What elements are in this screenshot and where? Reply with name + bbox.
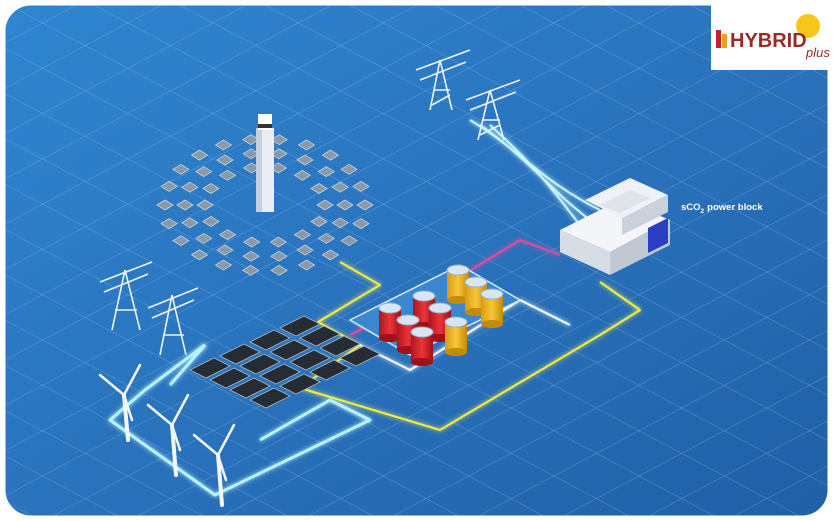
logo-icon (716, 30, 721, 48)
tank-top (397, 315, 419, 325)
label-subscript: 2 (701, 208, 705, 215)
tank-top (447, 265, 469, 275)
tank-top (481, 289, 503, 299)
tank-base (481, 320, 503, 328)
logo: HYBRID plus (711, 4, 833, 70)
tank-base (411, 358, 433, 366)
logo-name: HYBRID (730, 30, 807, 52)
label-suffix: power block (707, 202, 763, 213)
tank-top (379, 303, 401, 313)
tank-base (445, 348, 467, 356)
scene: HYBRID plus sCO2power block (0, 0, 833, 521)
solar-tower (256, 114, 274, 212)
tank-top (413, 291, 435, 301)
tank-top (465, 277, 487, 287)
tank-top (429, 303, 451, 313)
grid (0, 0, 833, 521)
label-prefix: sCO (681, 202, 701, 213)
logo-icon (722, 34, 727, 48)
page: {"logo": {"name": "HYBRID", "suffix": "p… (0, 0, 833, 521)
tank-top (445, 317, 467, 327)
tank-top (411, 327, 433, 337)
illustration (0, 0, 833, 521)
logo-suffix: plus (805, 45, 830, 60)
